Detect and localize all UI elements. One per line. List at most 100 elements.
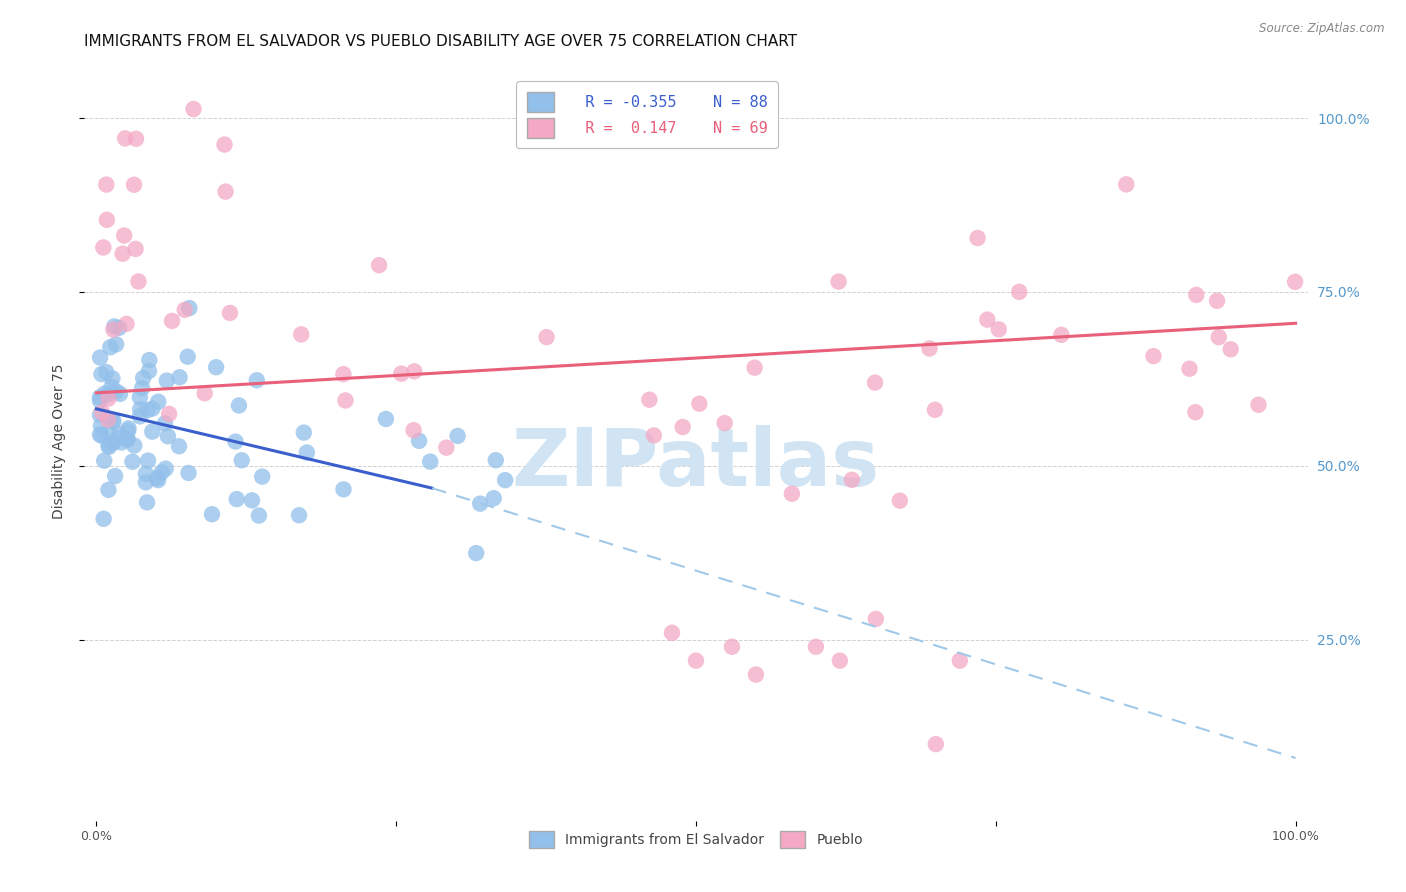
- Point: [231, 453, 253, 467]
- Point: [135, 467, 157, 481]
- Point: [536, 330, 558, 344]
- Point: [96, 212, 118, 227]
- Point: [177, 466, 200, 480]
- Point: [240, 493, 263, 508]
- Point: [153, 417, 176, 431]
- Point: [135, 475, 157, 490]
- Point: [129, 402, 152, 417]
- Point: [117, 433, 139, 447]
- Point: [173, 302, 195, 317]
- Point: [167, 439, 190, 453]
- Point: [841, 473, 863, 487]
- Point: [214, 137, 236, 152]
- Point: [179, 301, 201, 315]
- Point: [194, 386, 217, 401]
- Point: [918, 342, 941, 356]
- Point: [672, 420, 695, 434]
- Point: [288, 508, 311, 523]
- Point: [108, 321, 131, 335]
- Point: [688, 397, 710, 411]
- Point: [949, 654, 972, 668]
- Point: [375, 412, 398, 426]
- Text: IMMIGRANTS FROM EL SALVADOR VS PUEBLO DISABILITY AGE OVER 75 CORRELATION CHART: IMMIGRANTS FROM EL SALVADOR VS PUEBLO DI…: [84, 34, 797, 49]
- Point: [744, 360, 766, 375]
- Point: [90, 418, 112, 433]
- Point: [103, 414, 125, 428]
- Point: [721, 640, 744, 654]
- Point: [176, 350, 198, 364]
- Point: [292, 425, 315, 440]
- Point: [183, 102, 205, 116]
- Point: [96, 178, 118, 192]
- Point: [131, 381, 153, 395]
- Point: [804, 640, 827, 654]
- Point: [115, 432, 138, 446]
- Point: [105, 337, 128, 351]
- Point: [247, 508, 270, 523]
- Point: [419, 455, 441, 469]
- Point: [713, 416, 735, 430]
- Point: [121, 455, 143, 469]
- Point: [89, 408, 111, 422]
- Point: [108, 427, 131, 442]
- Point: [1247, 398, 1270, 412]
- Point: [225, 434, 247, 449]
- Point: [1008, 285, 1031, 299]
- Point: [101, 371, 124, 385]
- Point: [966, 231, 988, 245]
- Point: [889, 493, 911, 508]
- Point: [446, 429, 468, 443]
- Point: [97, 425, 120, 440]
- Point: [290, 327, 312, 342]
- Point: [97, 387, 120, 401]
- Point: [148, 394, 170, 409]
- Point: [122, 178, 145, 192]
- Point: [228, 399, 250, 413]
- Point: [117, 421, 139, 435]
- Point: [101, 415, 124, 429]
- Point: [465, 546, 488, 560]
- Point: [661, 625, 683, 640]
- Point: [1178, 361, 1201, 376]
- Point: [100, 380, 122, 394]
- Point: [93, 386, 115, 401]
- Point: [156, 374, 179, 388]
- Point: [169, 370, 191, 384]
- Point: [485, 453, 508, 467]
- Point: [865, 612, 887, 626]
- Point: [129, 409, 152, 424]
- Text: ZIPatlas: ZIPatlas: [512, 425, 880, 503]
- Point: [1208, 330, 1230, 344]
- Point: [124, 242, 146, 256]
- Text: Source: ZipAtlas.com: Source: ZipAtlas.com: [1260, 22, 1385, 36]
- Point: [225, 492, 247, 507]
- Point: [127, 275, 149, 289]
- Point: [90, 428, 112, 442]
- Point: [246, 373, 269, 387]
- Point: [685, 654, 707, 668]
- Point: [103, 319, 125, 334]
- Point: [402, 423, 425, 437]
- Point: [157, 407, 180, 421]
- Point: [214, 185, 236, 199]
- Point: [122, 438, 145, 452]
- Point: [89, 351, 111, 365]
- Point: [205, 360, 228, 375]
- Point: [138, 353, 160, 368]
- Point: [97, 412, 120, 426]
- Point: [987, 322, 1010, 336]
- Point: [115, 317, 138, 331]
- Point: [1184, 405, 1206, 419]
- Point: [389, 367, 412, 381]
- Point: [1206, 293, 1229, 308]
- Point: [132, 371, 155, 385]
- Point: [97, 392, 120, 406]
- Point: [156, 429, 179, 443]
- Point: [924, 402, 946, 417]
- Point: [146, 471, 169, 485]
- Y-axis label: Disability Age Over 75: Disability Age Over 75: [52, 364, 66, 519]
- Point: [112, 228, 135, 243]
- Point: [110, 435, 132, 450]
- Point: [141, 401, 163, 416]
- Point: [155, 461, 177, 475]
